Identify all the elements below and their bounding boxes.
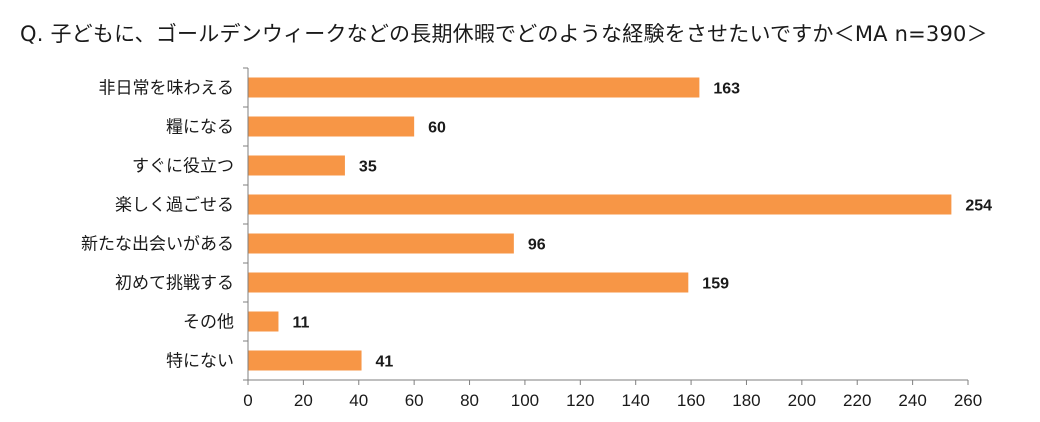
bar: [248, 155, 345, 176]
x-tick-label: 240: [898, 391, 926, 410]
category-label: 新たな出会いがある: [81, 235, 234, 255]
x-tick-label: 200: [788, 391, 816, 410]
x-tick-label: 160: [677, 391, 705, 410]
bar: [248, 233, 514, 254]
category-label: 特にない: [166, 352, 234, 372]
data-label: 96: [528, 237, 546, 254]
x-tick-label: 20: [294, 391, 313, 410]
x-tick-label: 180: [732, 391, 760, 410]
bar: [248, 77, 700, 98]
category-label: 糧になる: [166, 118, 234, 138]
chart-title: Q. 子どもに、ゴールデンウィークなどの長期休暇でどのような経験をさせたいですか…: [20, 22, 988, 46]
data-label: 159: [702, 276, 729, 293]
category-label: その他: [183, 313, 234, 333]
category-label: 楽しく過ごせる: [115, 196, 234, 216]
bar: [248, 311, 279, 332]
data-label: 60: [428, 120, 446, 137]
bars-group: [248, 77, 952, 371]
x-tick-label: 0: [243, 391, 252, 410]
bar: [248, 116, 415, 137]
data-label: 35: [359, 159, 377, 176]
category-label: 初めて挑戦する: [115, 274, 234, 294]
x-tick-label: 220: [843, 391, 871, 410]
axes-group: [243, 67, 969, 385]
data-label: 41: [376, 354, 394, 371]
bar: [248, 194, 952, 215]
category-label: 非日常を味わえる: [99, 79, 235, 99]
data-label: 163: [713, 81, 740, 98]
x-tick-label: 140: [622, 391, 650, 410]
x-tick-label: 260: [954, 391, 982, 410]
x-tick-label: 40: [349, 391, 368, 410]
data-label: 254: [965, 198, 992, 215]
category-label: すぐに役立つ: [132, 157, 234, 177]
x-tick-label: 60: [405, 391, 424, 410]
x-tick-label: 120: [566, 391, 594, 410]
data-label: 11: [292, 315, 309, 332]
x-tick-label: 80: [460, 391, 479, 410]
bar: [248, 350, 362, 371]
labels-group: 163 非日常を味わえる 60 糧になる 35 すぐに役立つ 254 楽しく過ごせる 96 新たな…: [81, 79, 992, 411]
bar: [248, 272, 689, 293]
x-tick-label: 100: [511, 391, 539, 410]
